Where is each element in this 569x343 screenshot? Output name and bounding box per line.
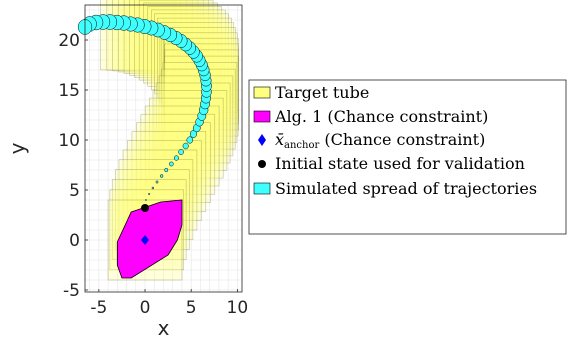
target-tube-box [155,82,231,164]
x-tick-label: 10 [227,298,249,318]
trajectory-spread-marker [186,136,194,144]
target-tube-box [144,105,220,187]
legend-marker-initial-state [258,160,266,168]
legend-swatch-target-tube [253,86,271,99]
legend-swatch-alg1 [253,110,271,123]
y-tick-label: 0 [69,231,80,251]
points-layer [141,204,150,245]
legend-marker-anchor [258,134,266,146]
trajectory-spread-marker [160,174,164,178]
trajectory-spread-marker [182,142,189,150]
x-axis-label: x [158,316,170,340]
trajectory-spread [77,14,212,201]
legend-label-target-tube: Target tube [275,83,369,102]
target-tube-box [148,97,224,179]
target-tube-box [160,68,236,150]
legend-anchor-suffix: (Chance constraint) [319,130,485,149]
legend-label-anchor: x̄anchor (Chance constraint) [275,130,485,151]
initial-state-point [141,204,150,212]
trajectory-spread-marker [178,149,184,155]
trajectory-spread-marker [151,186,155,190]
legend-anchor-symbol: x̄ [275,130,284,149]
target-tube-box [131,131,207,212]
legend-box [248,79,567,235]
anchor-point [141,235,150,245]
legend-anchor-subscript: anchor [284,140,319,151]
chance-constraint-region [116,199,183,279]
legend-label-initial-state: Initial state used for validation [275,154,525,173]
trajectory-spread-marker [155,180,159,184]
target-tube-box [158,75,234,157]
trajectory-spread-marker [148,192,151,196]
y-axis-label: y [5,142,29,154]
target-tube-box [140,113,216,195]
tick-labels: -5 0 5 10 -5 0 5 10 15 20 [58,31,248,318]
plot-area [77,0,243,293]
target-tube-box [136,122,211,203]
legend-label-alg1: Alg. 1 (Chance constraint) [274,107,488,126]
x-tick-label: -5 [90,298,107,318]
x-tick-label: 0 [140,298,151,318]
x-tick-label: 5 [186,298,197,318]
axes-box [84,4,243,293]
trajectory-spread-marker [164,167,169,173]
legend: Target tube Alg. 1 (Chance constraint) x… [248,79,567,235]
y-tick-label: 20 [58,31,80,51]
y-tick-label: 5 [69,181,80,201]
trajectory-spread-marker [169,161,174,167]
target-tube-box [152,90,228,171]
trajectory-spread-marker [145,199,147,201]
y-tick-label: 15 [58,81,80,101]
y-tick-label: 10 [58,131,80,151]
trajectory-spread-marker [173,155,179,161]
legend-label-trajectories: Simulated spread of trajectories [275,179,537,198]
y-tick-label: -5 [63,281,80,301]
legend-swatch-trajectories [253,182,271,195]
chance-constraint-region-layer [116,199,183,279]
